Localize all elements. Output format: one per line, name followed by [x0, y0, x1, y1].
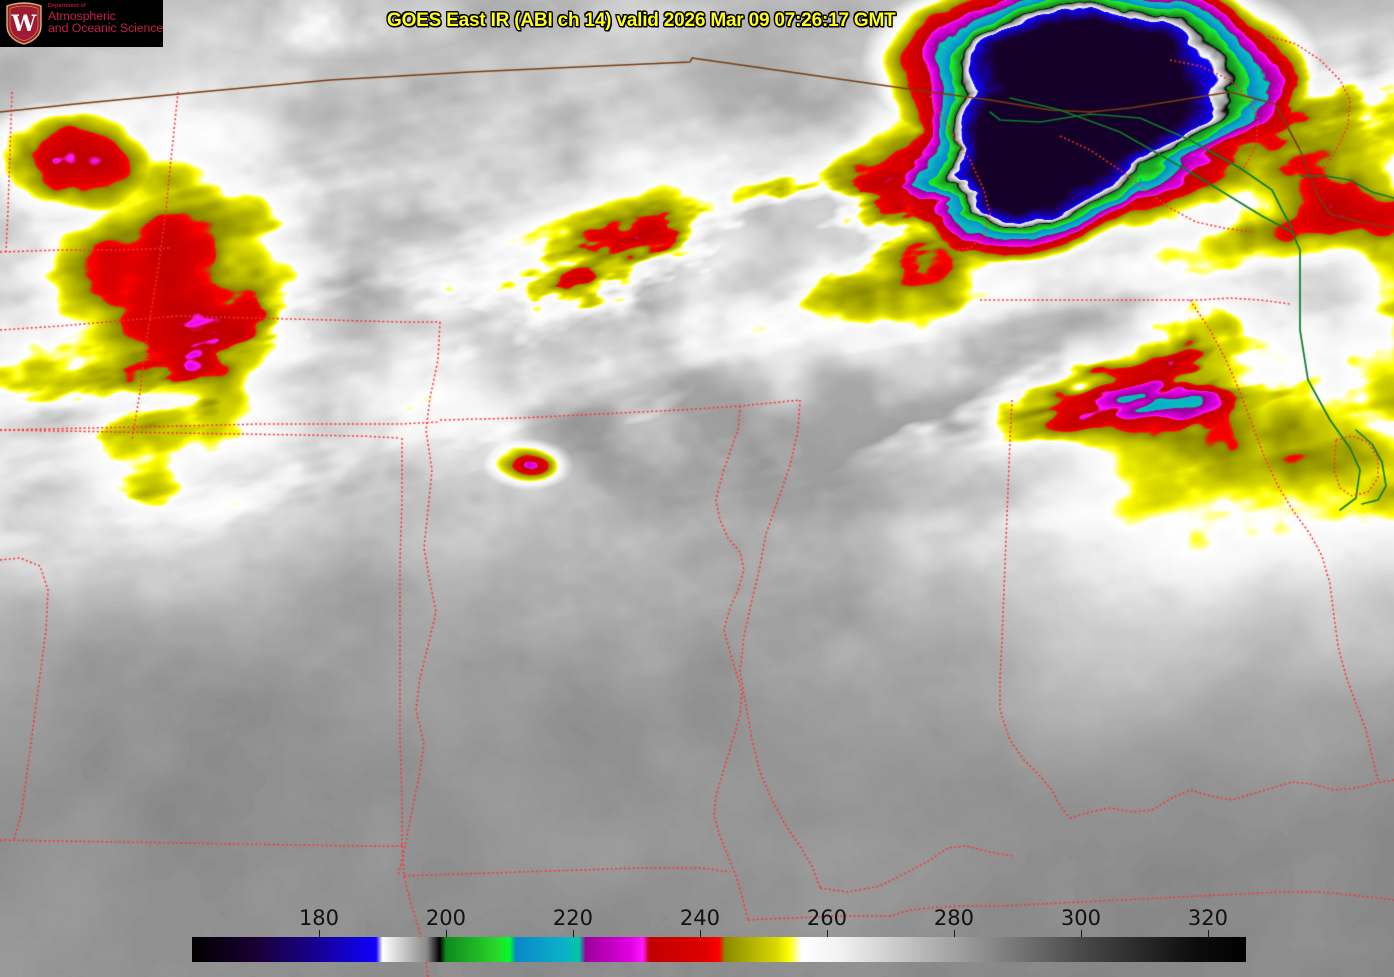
- colorbar-tick-label: 260: [806, 906, 847, 930]
- svg-text:W: W: [11, 11, 37, 37]
- logo-department-kicker: Department of: [48, 3, 86, 9]
- colorbar-tick: [826, 930, 828, 937]
- colorbar-tick-label: 280: [933, 906, 974, 930]
- colorbar-gradient: [192, 937, 1246, 962]
- page-title: GOES East IR (ABI ch 14) valid 2026 Mar …: [387, 10, 896, 31]
- colorbar-tick: [699, 930, 701, 937]
- colorbar-tick-label: 300: [1060, 906, 1101, 930]
- colorbar-tick-label: 240: [679, 906, 720, 930]
- colorbar-tick: [1080, 930, 1082, 937]
- colorbar-tick: [445, 930, 447, 937]
- colorbar-tick-label: 200: [425, 906, 467, 930]
- colorbar-tick-label: 320: [1187, 906, 1228, 930]
- uw-aos-logo: W Department of Atmospheric and Oceanic …: [0, 0, 163, 47]
- colorbar: 180 200 220 240 260 280 300 320: [192, 906, 1246, 962]
- colorbar-tick: [318, 930, 320, 937]
- colorbar-tick: [572, 930, 574, 937]
- colorbar-tick: [1207, 930, 1209, 937]
- colorbar-tick-label: 220: [552, 906, 593, 930]
- logo-line-1: Atmospheric: [48, 9, 116, 24]
- colorbar-tick-label: 180: [298, 906, 340, 930]
- logo-line-2: and Oceanic Sciences: [48, 20, 163, 35]
- colorbar-tick: [953, 930, 955, 937]
- uw-crest-icon: W: [6, 2, 42, 45]
